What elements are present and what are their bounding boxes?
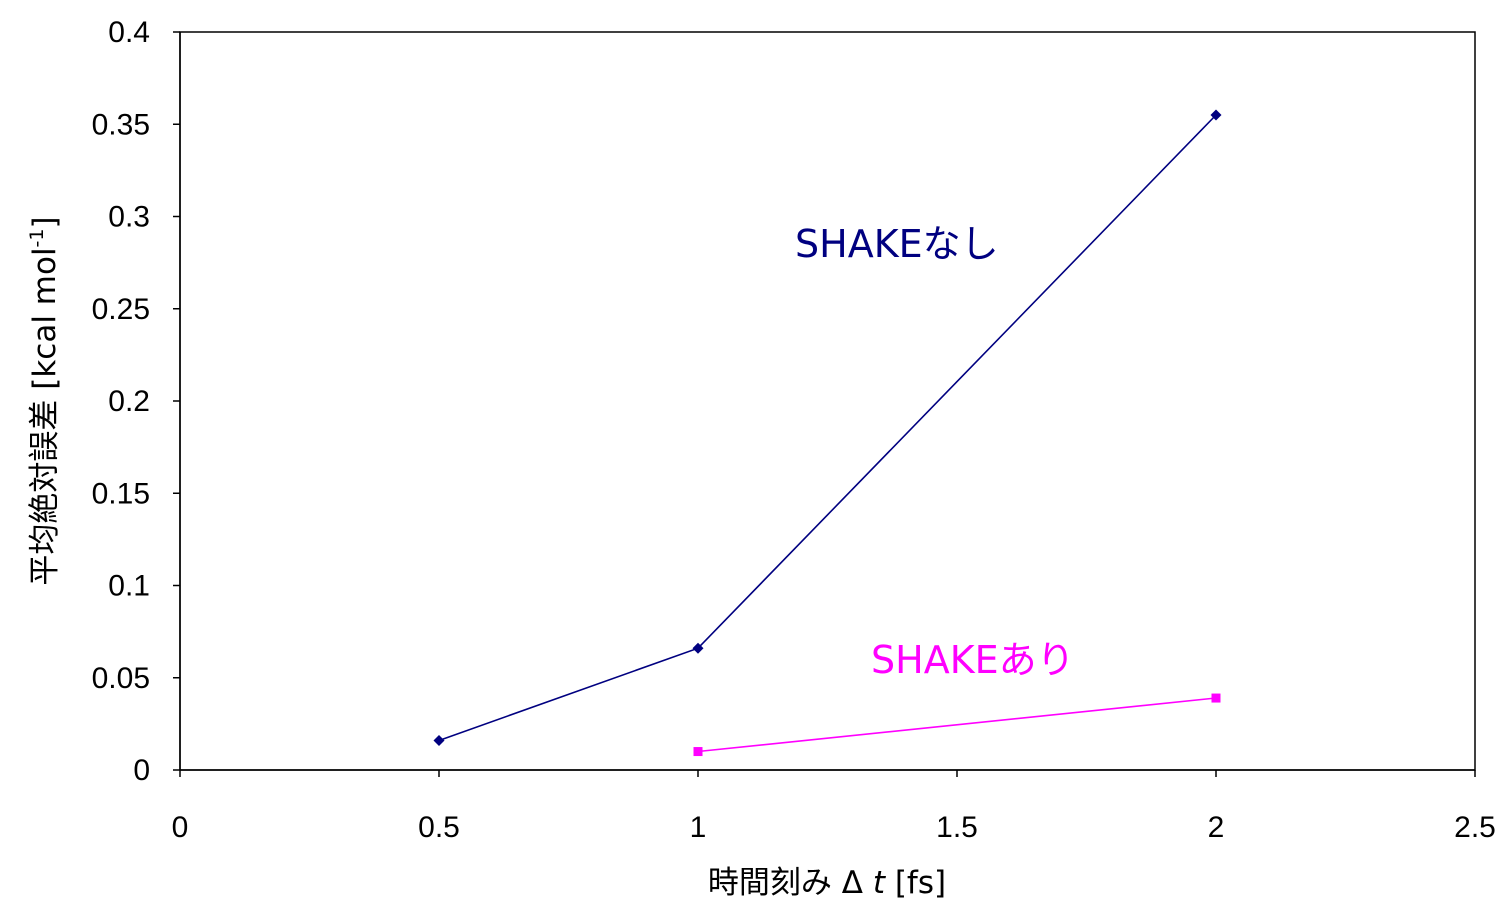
x-ticks: 0 0.5 1 1.5 2 2.5 — [172, 770, 1496, 844]
data-point — [693, 747, 703, 757]
data-point — [692, 642, 704, 654]
y-tick-label: 0.4 — [108, 16, 150, 49]
x-axis-title-var: t — [873, 865, 887, 901]
series-1 — [433, 109, 1222, 746]
y-tick-label: 0.35 — [92, 108, 150, 141]
y-tick-label: 0.15 — [92, 477, 150, 510]
y-tick-label: 0.25 — [92, 293, 150, 326]
plot-area — [179, 31, 1476, 771]
x-tick-label: 0 — [172, 811, 189, 844]
x-axis-title: 時間刻み Δ t [fs] — [708, 865, 946, 901]
y-tick-label: 0.1 — [108, 570, 150, 603]
y-tick-label: 0.2 — [108, 385, 150, 418]
x-tick-label: 1.5 — [936, 811, 978, 844]
data-point — [1210, 109, 1222, 121]
series-layer — [433, 109, 1222, 757]
data-point — [433, 734, 445, 746]
x-tick-label: 2.5 — [1454, 811, 1496, 844]
x-tick-label: 0.5 — [418, 811, 460, 844]
y-axis-title: 平均絶対誤差 [kcal mol-1] — [26, 216, 63, 585]
y-axis-title-sup: -1 — [26, 228, 48, 247]
y-axis-title-main: 平均絶対誤差 [kcal mol — [27, 247, 63, 585]
y-ticks: 0 0.05 0.1 0.15 0.2 0.25 0.3 0.35 0.4 — [92, 16, 180, 787]
x-tick-label: 1 — [690, 811, 707, 844]
series-2 — [693, 693, 1221, 757]
y-tick-label: 0 — [133, 754, 150, 787]
data-point — [1211, 693, 1221, 703]
x-tick-label: 2 — [1208, 811, 1225, 844]
x-axis-title-prefix: 時間刻み Δ — [708, 865, 873, 901]
series-label-shake-ari: SHAKEあり — [871, 638, 1075, 682]
y-tick-label: 0.05 — [92, 662, 150, 695]
series-label-shake-nashi: SHAKEなし — [795, 222, 999, 266]
x-axis-title-suffix: [fs] — [885, 865, 946, 901]
series-line — [697, 697, 1217, 753]
y-tick-label: 0.3 — [108, 201, 150, 234]
y-axis-title-close: ] — [27, 216, 63, 228]
